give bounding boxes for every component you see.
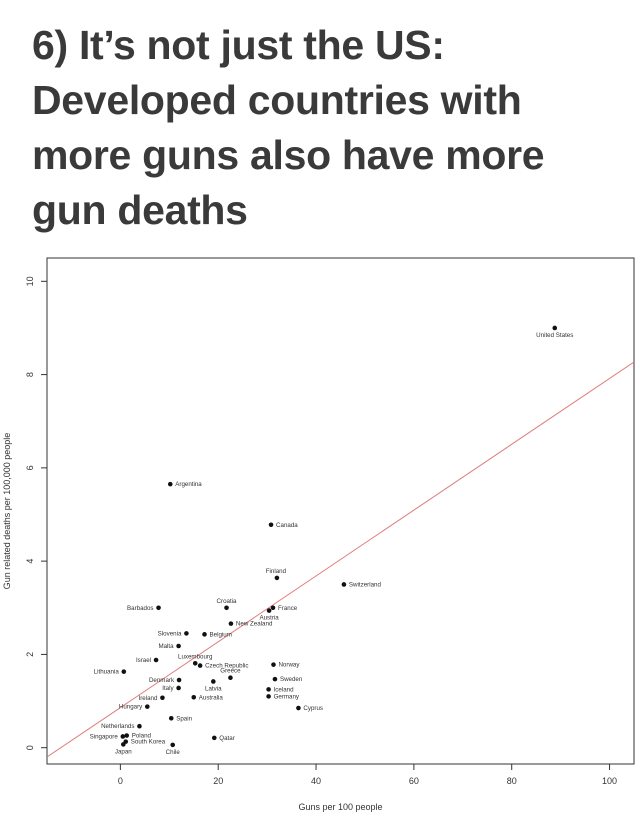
data-point [192,660,198,666]
point-label: Argentina [175,481,202,488]
point-label: Singapore [90,733,119,740]
scatter-chart: 0 20 40 60 80 100 0 2 4 6 8 10 United States Argenti… [2,257,635,812]
data-point [121,742,126,747]
trend-line [47,361,634,758]
x-tick-label: 60 [409,776,419,786]
data-point [191,695,197,700]
point-label: Iceland [274,686,295,693]
y-tick-label: 4 [25,559,35,564]
point-label: Canada [276,522,298,529]
data-point [156,605,161,611]
point-label: Spain [176,715,192,722]
data-point [296,705,301,711]
data-point [270,605,276,611]
point-label: Croatia [217,598,238,605]
point-label: Barbados [127,605,154,612]
data-point [224,605,229,611]
data-point [170,742,176,748]
data-point [228,675,233,681]
point-label: Chile [166,749,181,756]
data-point [552,325,558,331]
data-point [168,715,174,721]
point-label: Sweden [280,676,303,683]
y-tick-label: 0 [25,745,35,750]
headline-line-2: Developed countries with [32,77,522,123]
data-point [266,694,271,699]
data-point [144,704,150,709]
data-point [274,575,280,581]
point-label: Qatar [219,735,234,742]
data-point [167,481,173,487]
y-tick-label: 6 [25,465,35,470]
point-label: Poland [132,733,152,740]
headline-line-4: gun deaths [32,187,248,233]
x-axis-title: Guns per 100 people [298,802,382,812]
point-label: Greece [220,668,241,675]
point-label: Cyprus [303,705,323,712]
point-label: New Zealand [236,621,273,628]
point-label: United States [536,332,573,339]
point-label: Lithuania [94,669,120,676]
data-point [121,669,127,674]
data-point [176,685,181,691]
point-label: Netherlands [101,723,134,730]
data-point [228,621,234,626]
point-label: Belgium [210,631,232,638]
point-label: Switzerland [349,581,382,588]
data-point [124,733,130,738]
headline-line-1: 6) It’s not just the US: [32,22,445,68]
data-point [272,676,278,682]
x-tick-label: 80 [507,776,517,786]
data-point [176,643,181,649]
data-point [271,662,276,667]
y-axis-title: Gun related deaths per 100,000 people [2,433,12,590]
point-label: Finland [266,568,287,575]
point-label: Luxembourg [178,653,213,660]
point-label: Slovenia [158,630,182,637]
point-label: Ireland [139,695,158,702]
data-point [197,663,203,668]
x-tick-label: 0 [118,776,123,786]
data-point [153,657,159,663]
data-point [341,582,347,587]
point-label: Denmark [149,677,175,684]
data-point [137,723,142,729]
point-label: Italy [162,685,174,692]
point-label: Hungary [119,704,143,711]
point-label: Germany [274,693,300,700]
point-label: Austria [259,615,279,622]
data-point [266,608,272,613]
y-tick-label: 8 [25,372,35,377]
point-label: Israel [136,657,151,664]
point-label: South Korea [131,739,166,746]
headline-line-3: more guns also have more [32,132,545,178]
x-tick-label: 20 [213,776,223,786]
data-point [184,631,189,636]
point-label: Norway [278,662,300,669]
point-label: Australia [199,694,224,701]
data-point [202,632,207,637]
x-tick-label: 40 [311,776,321,786]
data-point [160,695,165,701]
data-point [211,735,217,741]
x-tick-label: 100 [602,776,617,786]
data-point [120,734,126,739]
plot-frame [46,257,635,765]
point-label: France [278,605,298,612]
headline: 6) It’s not just the US: Developed count… [32,18,632,238]
data-point [176,677,182,683]
point-label: Malta [158,643,174,650]
data-point [266,687,271,692]
y-tick-label: 10 [25,276,35,286]
data-point [211,679,216,684]
point-label: Latvia [205,685,222,692]
point-label: Japan [115,748,132,755]
y-tick-label: 2 [25,652,35,657]
data-point [268,522,274,528]
point-label: Czech Republic [205,663,248,670]
